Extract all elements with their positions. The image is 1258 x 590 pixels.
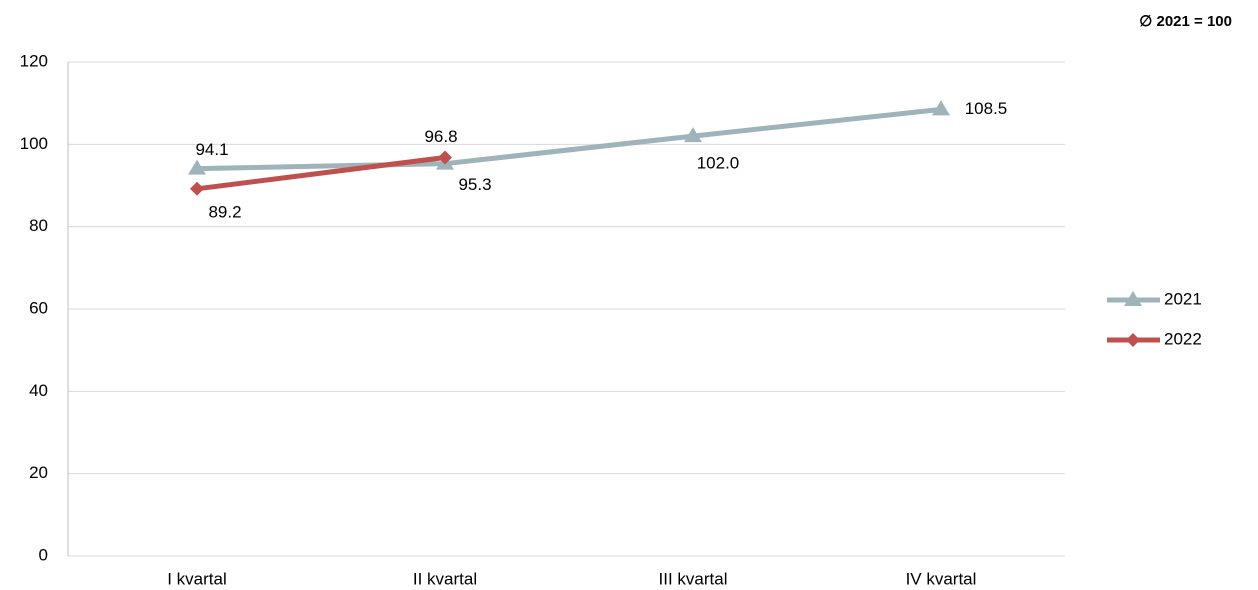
- point: [932, 100, 950, 116]
- data-label: 96.8: [424, 127, 457, 146]
- legend-label: 2021: [1164, 289, 1202, 308]
- point: [188, 159, 206, 175]
- x-tick-label: III kvartal: [659, 569, 728, 588]
- x-tick-label: II kvartal: [413, 569, 477, 588]
- point: [438, 150, 452, 165]
- y-tick-label: 80: [29, 216, 48, 235]
- series-line: [196, 106, 942, 172]
- legend-label: 2022: [1164, 329, 1202, 348]
- y-tick-label: 60: [29, 298, 48, 317]
- y-tick-label: 20: [29, 463, 48, 482]
- data-label: 89.2: [208, 202, 241, 221]
- data-label: 95.3: [458, 175, 491, 194]
- data-label: 102.0: [697, 154, 740, 173]
- series-line: [196, 155, 446, 192]
- point: [190, 181, 204, 196]
- x-tick-label: IV kvartal: [906, 569, 977, 588]
- point: [1124, 291, 1142, 306]
- data-label: 94.1: [195, 140, 228, 159]
- y-tick-label: 0: [39, 545, 48, 564]
- point: [684, 127, 702, 143]
- point: [1126, 333, 1140, 347]
- y-tick-label: 100: [20, 134, 48, 153]
- data-label: 108.5: [965, 99, 1008, 118]
- y-tick-label: 40: [29, 381, 48, 400]
- x-tick-label: I kvartal: [167, 569, 227, 588]
- y-tick-label: 120: [20, 51, 48, 70]
- annotation: ∅ 2021 = 100: [1139, 13, 1232, 30]
